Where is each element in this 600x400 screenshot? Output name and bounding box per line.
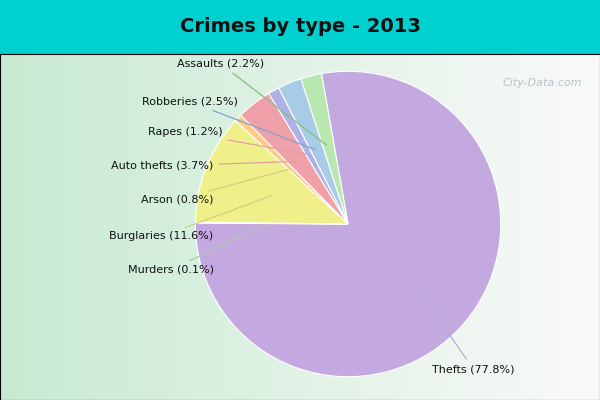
Wedge shape <box>301 74 348 224</box>
Wedge shape <box>241 94 348 224</box>
Text: Robberies (2.5%): Robberies (2.5%) <box>142 97 315 150</box>
Wedge shape <box>195 222 348 224</box>
Text: Rapes (1.2%): Rapes (1.2%) <box>148 127 307 154</box>
Wedge shape <box>195 71 501 377</box>
Text: Crimes by type - 2013: Crimes by type - 2013 <box>179 16 421 36</box>
Text: Burglaries (11.6%): Burglaries (11.6%) <box>109 196 272 241</box>
Text: Auto thefts (3.7%): Auto thefts (3.7%) <box>112 161 296 171</box>
Wedge shape <box>195 121 348 224</box>
Text: City-Data.com: City-Data.com <box>503 78 582 88</box>
Text: Assaults (2.2%): Assaults (2.2%) <box>177 59 326 145</box>
Text: Murders (0.1%): Murders (0.1%) <box>128 224 266 275</box>
Wedge shape <box>269 88 348 224</box>
Text: Arson (0.8%): Arson (0.8%) <box>141 170 288 204</box>
Wedge shape <box>279 79 348 224</box>
Text: Thefts (77.8%): Thefts (77.8%) <box>410 278 515 374</box>
Wedge shape <box>235 115 348 224</box>
